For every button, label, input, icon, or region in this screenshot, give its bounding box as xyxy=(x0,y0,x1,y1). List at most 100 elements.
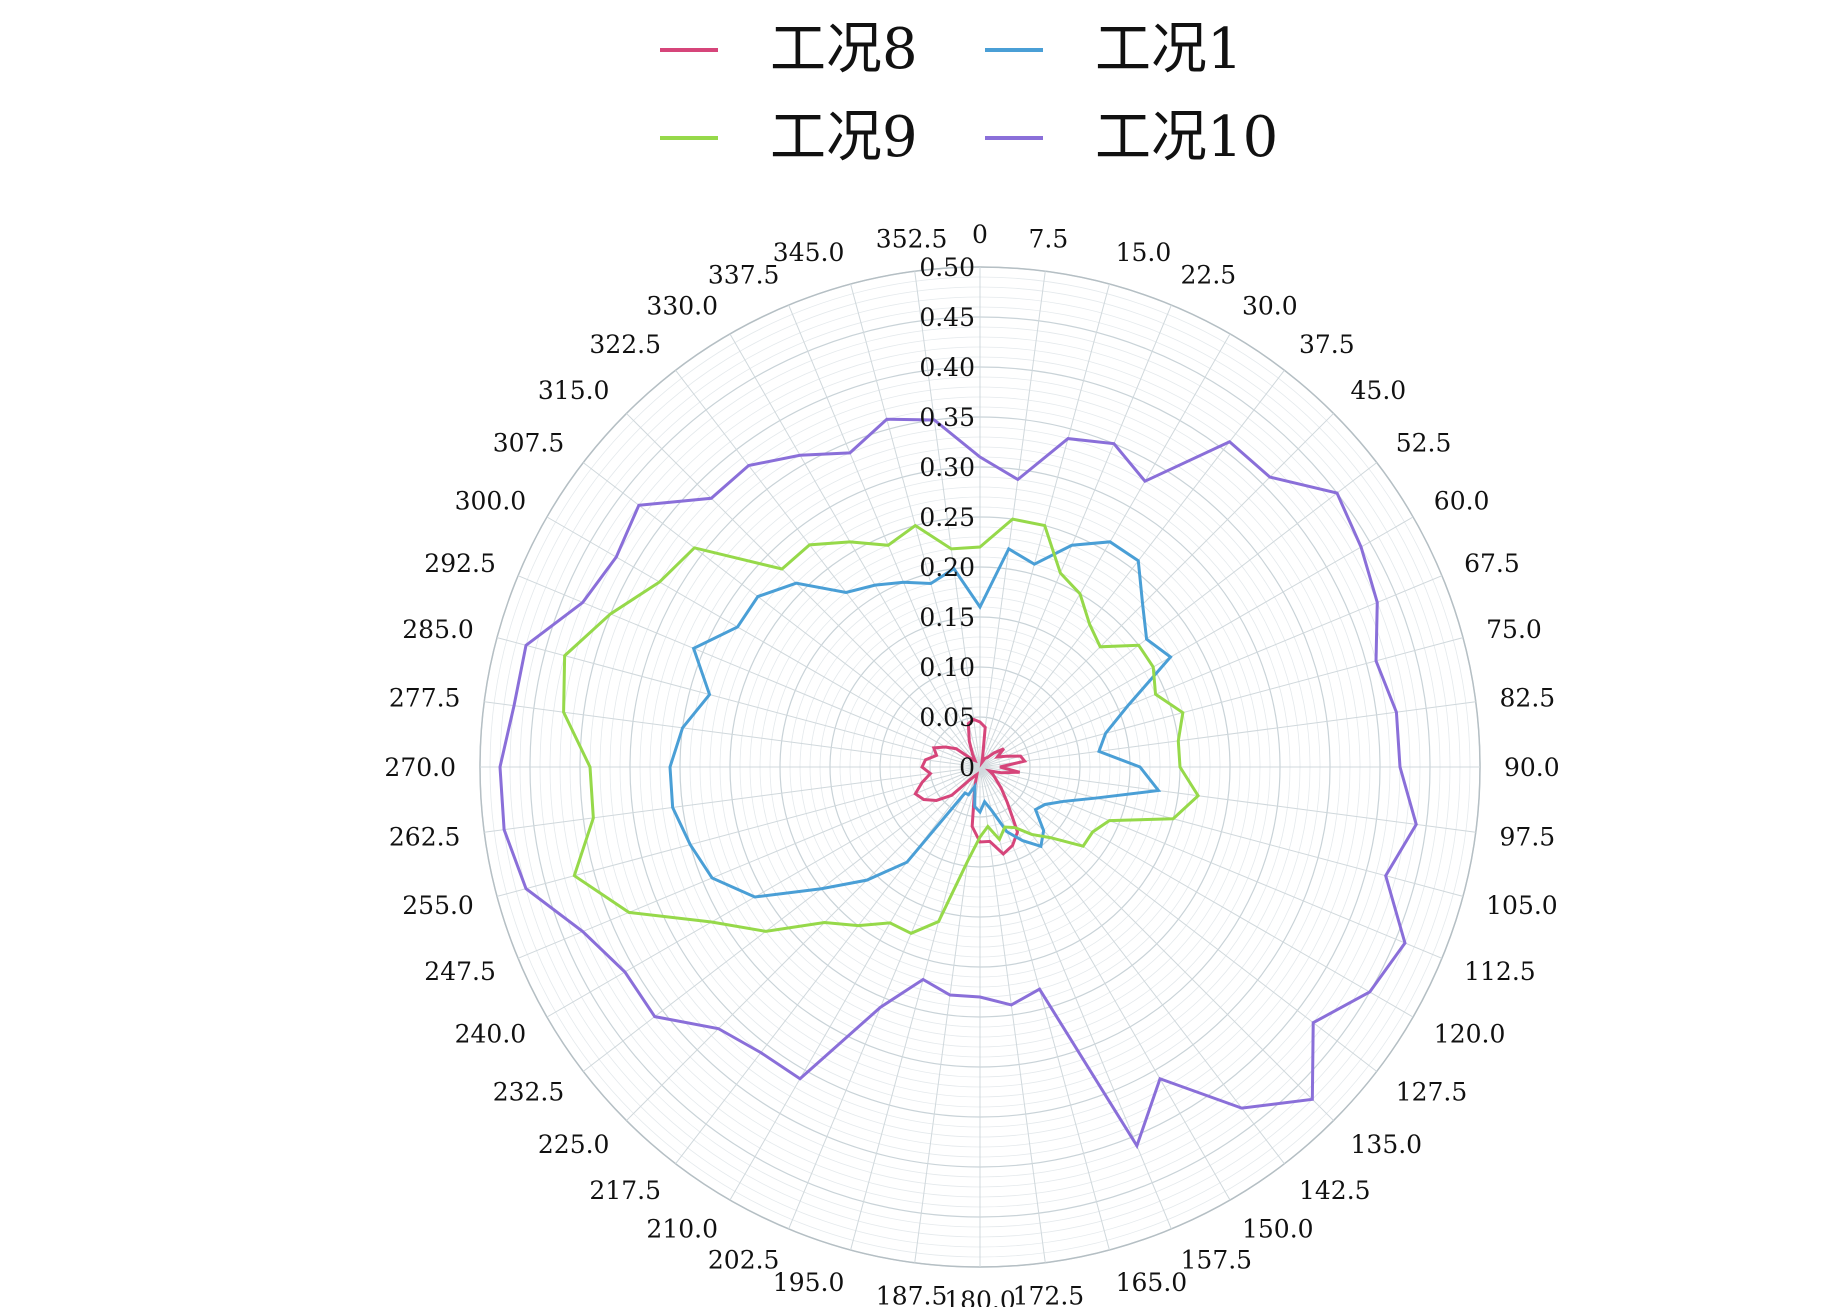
radial-tick-label: 0.35 xyxy=(919,403,975,432)
angular-tick-label: 322.5 xyxy=(589,330,661,359)
radial-tick-label: 0.20 xyxy=(919,553,975,582)
angular-tick-label: 82.5 xyxy=(1500,683,1556,712)
angular-tick-label: 307.5 xyxy=(493,429,565,458)
grid-spoke xyxy=(583,462,981,768)
grid-spoke xyxy=(914,271,981,768)
legend-swatch-case10 xyxy=(985,136,1043,140)
angular-tick-label: 135.0 xyxy=(1351,1130,1423,1159)
grid-spoke xyxy=(484,766,981,833)
grid-spoke xyxy=(496,637,981,768)
grid-spoke xyxy=(583,766,981,1072)
grid-spoke xyxy=(517,575,981,768)
grid-spoke xyxy=(979,766,1443,959)
grid-spoke xyxy=(979,766,1414,1018)
grid-spoke xyxy=(979,766,1464,897)
angular-tick-label: 90.0 xyxy=(1504,753,1560,782)
grid-spoke xyxy=(979,766,1377,1072)
angular-tick-label: 277.5 xyxy=(389,683,461,712)
angular-tick-label: 285.0 xyxy=(402,615,474,644)
angular-tick-label: 112.5 xyxy=(1464,957,1536,986)
grid-spoke xyxy=(979,766,1110,1251)
radial-tick-label: 0.50 xyxy=(919,253,975,282)
polar-grid xyxy=(479,266,1481,1268)
series-line-1 xyxy=(668,540,1173,899)
grid-spoke xyxy=(979,766,1172,1230)
angular-tick-label: 15.0 xyxy=(1116,238,1172,267)
angular-tick-label: 75.0 xyxy=(1486,615,1542,644)
angular-tick-label: 352.5 xyxy=(876,225,948,254)
grid-spoke xyxy=(979,333,1231,768)
grid-spoke xyxy=(675,370,981,768)
grid-spoke xyxy=(626,413,981,768)
angular-tick-label: 37.5 xyxy=(1299,330,1355,359)
angular-tick-label: 300.0 xyxy=(455,487,527,516)
legend-label-case1: 工况1 xyxy=(1095,17,1243,82)
radial-tick-label: 0 xyxy=(959,753,975,782)
grid-spoke xyxy=(914,766,981,1263)
legend-item-case10[interactable]: 工况10 xyxy=(985,108,1278,168)
grid-spoke xyxy=(517,766,981,959)
grid-spoke xyxy=(979,516,1414,768)
grid-spoke xyxy=(979,766,1046,1263)
grid-spoke xyxy=(496,766,981,897)
angular-tick-label: 45.0 xyxy=(1351,376,1407,405)
angular-tick-label: 7.5 xyxy=(1029,225,1069,254)
series-line-0 xyxy=(913,717,1028,856)
angular-tick-label: 225.0 xyxy=(538,1130,610,1159)
legend-label-case9: 工况9 xyxy=(770,105,918,170)
angular-tick-label: 330.0 xyxy=(646,291,718,320)
radial-tick-label: 0.40 xyxy=(919,353,975,382)
legend-swatch-case8 xyxy=(660,48,718,52)
angular-tick-label: 105.0 xyxy=(1486,891,1558,920)
chart-legend: 工况8 工况1 工况9 工况10 xyxy=(0,0,1843,180)
legend-item-case9[interactable]: 工况9 xyxy=(660,108,918,168)
angular-tick-label: 187.5 xyxy=(876,1281,948,1307)
angular-tick-label: 97.5 xyxy=(1500,823,1556,852)
angular-tick-label: 67.5 xyxy=(1464,549,1520,578)
radial-tick-label: 0.05 xyxy=(919,703,975,732)
angular-tick-label: 120.0 xyxy=(1434,1020,1506,1049)
series-layer xyxy=(498,417,1418,1150)
grid-spoke xyxy=(979,370,1285,768)
angular-tick-label: 52.5 xyxy=(1396,429,1452,458)
grid-spoke xyxy=(626,766,981,1121)
grid-spoke xyxy=(729,766,981,1201)
grid-spoke xyxy=(484,701,981,768)
grid-spoke xyxy=(729,333,981,768)
radial-tick-label: 0.10 xyxy=(919,653,975,682)
angular-tick-label: 262.5 xyxy=(389,823,461,852)
legend-item-case1[interactable]: 工况1 xyxy=(985,20,1243,80)
grid-spoke xyxy=(979,462,1377,768)
angular-tick-label: 345.0 xyxy=(773,238,845,267)
grid-spoke xyxy=(788,766,981,1230)
angular-tick-label: 142.5 xyxy=(1299,1176,1371,1205)
angular-tick-label: 150.0 xyxy=(1242,1215,1314,1244)
angular-tick-label: 202.5 xyxy=(708,1245,780,1274)
grid-spoke xyxy=(979,637,1464,768)
angular-tick-label: 60.0 xyxy=(1434,487,1490,516)
angular-tick-label: 292.5 xyxy=(424,549,496,578)
grid-spoke xyxy=(675,766,981,1164)
grid-spoke xyxy=(979,575,1443,768)
legend-swatch-case9 xyxy=(660,136,718,140)
grid-spoke xyxy=(979,701,1476,768)
angular-tick-label: 270.0 xyxy=(384,753,456,782)
angular-tick-label: 127.5 xyxy=(1396,1077,1468,1106)
angular-tick-label: 172.5 xyxy=(1013,1281,1085,1307)
radial-tick-label: 0.25 xyxy=(919,503,975,532)
angular-tick-label: 315.0 xyxy=(538,376,610,405)
grid-spoke xyxy=(546,766,981,1018)
radial-tick-label: 0.30 xyxy=(919,453,975,482)
legend-item-case8[interactable]: 工况8 xyxy=(660,20,918,80)
legend-label-case10: 工况10 xyxy=(1095,105,1279,170)
angular-tick-label: 247.5 xyxy=(424,957,496,986)
grid-spoke xyxy=(546,516,981,768)
grid-spoke xyxy=(979,766,1476,833)
tick-labels: 0 7.5 15.0 22.530.037.5 45.0 52.5 60.0 67.5 75.0… xyxy=(384,220,1559,1307)
series-line-3 xyxy=(498,417,1418,1150)
angular-tick-label: 0 xyxy=(972,220,988,249)
angular-tick-label: 165.0 xyxy=(1116,1268,1188,1297)
grid-spoke xyxy=(788,304,981,768)
angular-tick-label: 22.5 xyxy=(1181,261,1237,290)
